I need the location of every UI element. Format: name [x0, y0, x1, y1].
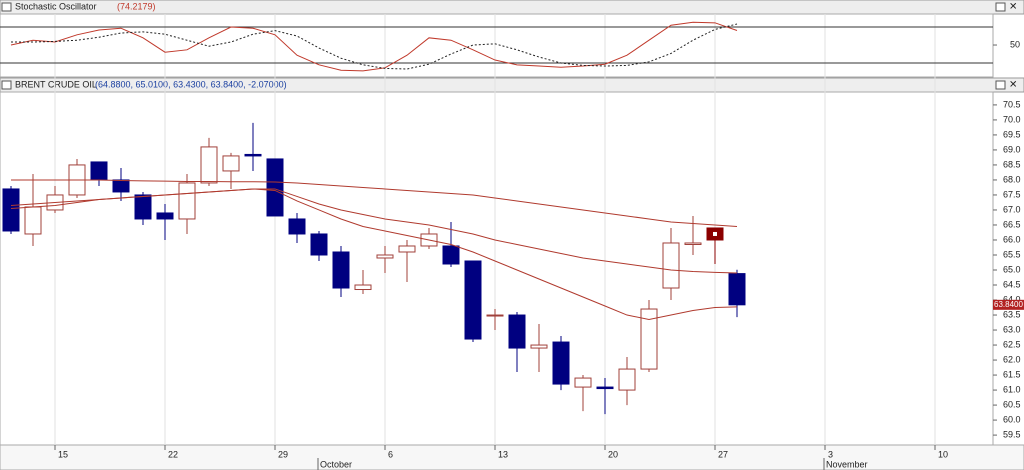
- candle-body: [530, 344, 548, 349]
- maximize-button[interactable]: [995, 2, 1006, 12]
- y-tick-label: 70.5: [1003, 99, 1021, 109]
- candle-body: [310, 233, 328, 256]
- candle-body: [486, 314, 504, 317]
- candle-body: [24, 206, 42, 235]
- selection-marker: [713, 231, 717, 236]
- candle-body: [332, 251, 350, 289]
- indicator-line: [10, 21, 738, 72]
- panel-value: (64.8800, 65.0100, 63.4300, 63.8400, -2.…: [95, 79, 287, 89]
- month-label: October: [320, 459, 352, 469]
- candle-body: [288, 218, 306, 235]
- y-tick-label: 63.0: [1003, 324, 1021, 334]
- candle-body: [244, 153, 262, 157]
- last-price-label: 63.8400: [994, 300, 1023, 309]
- candle-body: [90, 161, 108, 181]
- panel-icon[interactable]: [1, 80, 12, 90]
- y-tick-label: 62.0: [1003, 354, 1021, 364]
- candle-body: [640, 308, 658, 370]
- y-tick-label: 68.5: [1003, 159, 1021, 169]
- y-tick-label: 62.5: [1003, 339, 1021, 349]
- candle-body: [266, 158, 284, 217]
- y-tick-label: 50: [1010, 39, 1020, 49]
- y-tick-label: 65.0: [1003, 264, 1021, 274]
- x-tick-label: 10: [938, 449, 948, 459]
- y-tick-label: 64.5: [1003, 279, 1021, 289]
- candle-body: [376, 254, 394, 259]
- x-tick-label: 13: [498, 449, 508, 459]
- x-tick-label: 15: [58, 449, 68, 459]
- candle-body: [662, 242, 680, 289]
- y-tick-label: 61.0: [1003, 384, 1021, 394]
- month-label: November: [826, 459, 868, 469]
- y-tick-label: 59.5: [1003, 429, 1021, 439]
- panel-value: (74.2179): [117, 1, 156, 11]
- panel-title: BRENT CRUDE OIL: [15, 79, 97, 89]
- candle-body: [200, 146, 218, 184]
- y-tick-label: 65.5: [1003, 249, 1021, 259]
- panel-title: Stochastic Oscillator: [15, 1, 97, 11]
- candle-body: [552, 341, 570, 385]
- candle-body: [464, 260, 482, 340]
- y-tick-label: 60.5: [1003, 399, 1021, 409]
- x-tick-label: 3: [828, 449, 833, 459]
- candle-body: [112, 179, 130, 193]
- close-button[interactable]: ✕: [1009, 80, 1017, 91]
- candle-body: [178, 182, 196, 220]
- plot-area: [0, 91, 994, 446]
- y-tick-label: 60.0: [1003, 414, 1021, 424]
- candle-body: [728, 273, 746, 306]
- candle-body: [442, 245, 460, 265]
- candle-body: [618, 368, 636, 391]
- candle-body: [398, 245, 416, 253]
- maximize-button[interactable]: [995, 80, 1006, 90]
- y-tick-label: 66.0: [1003, 234, 1021, 244]
- last-price-box: [993, 299, 1024, 310]
- candle-body: [2, 188, 20, 232]
- y-tick-label: 69.5: [1003, 129, 1021, 139]
- panel-icon[interactable]: [1, 2, 12, 12]
- candle-body: [156, 212, 174, 220]
- y-tick-label: 67.0: [1003, 204, 1021, 214]
- candle-body: [596, 386, 614, 390]
- y-tick-label: 66.5: [1003, 219, 1021, 229]
- candle-body: [684, 242, 702, 245]
- candle-body: [134, 194, 152, 220]
- x-tick-label: 20: [608, 449, 618, 459]
- y-tick-label: 63.5: [1003, 309, 1021, 319]
- y-tick-label: 70.0: [1003, 114, 1021, 124]
- x-tick-label: 6: [388, 449, 393, 459]
- candle-body: [574, 377, 592, 388]
- candle-body: [222, 155, 240, 172]
- close-button[interactable]: ✕: [1009, 2, 1017, 13]
- y-tick-label: 64.0: [1003, 294, 1021, 304]
- indicator-line: [10, 188, 738, 321]
- candle-body: [508, 314, 526, 349]
- x-axis-band: [0, 444, 1024, 470]
- candle-body: [354, 284, 372, 291]
- plot-area: [0, 13, 994, 78]
- x-tick-label: 22: [168, 449, 178, 459]
- y-tick-label: 67.5: [1003, 189, 1021, 199]
- y-tick-label: 69.0: [1003, 144, 1021, 154]
- indicator-line: [11, 23, 738, 70]
- x-tick-label: 27: [718, 449, 728, 459]
- y-tick-label: 61.5: [1003, 369, 1021, 379]
- x-tick-label: 29: [278, 449, 288, 459]
- indicator-line: [11, 179, 738, 227]
- y-tick-label: 68.0: [1003, 174, 1021, 184]
